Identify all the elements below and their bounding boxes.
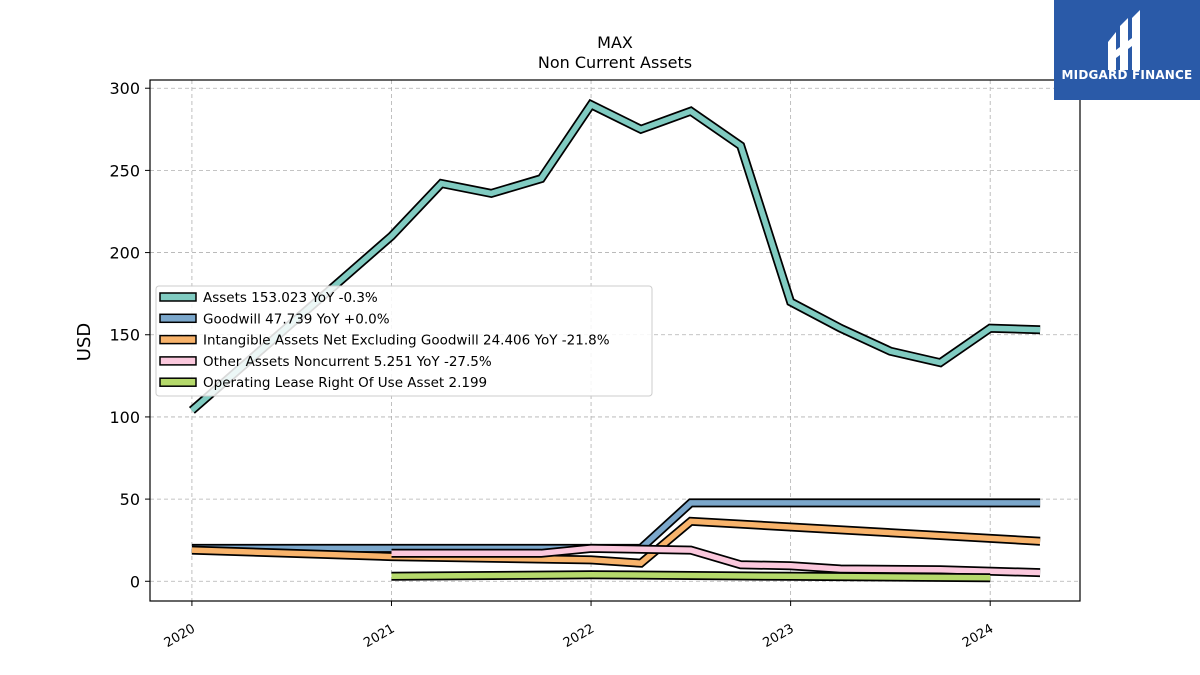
y-tick-label: 100 (109, 408, 140, 427)
series-line-outline (191, 498, 1041, 553)
chart-title: MAX (597, 33, 633, 52)
legend-label: Goodwill 47.739 YoY +0.0% (203, 311, 390, 327)
x-tick-label: 2022 (561, 621, 597, 651)
legend-label: Operating Lease Right Of Use Asset 2.199 (203, 375, 487, 391)
series-line (188, 98, 1041, 414)
legend-swatch (159, 377, 197, 387)
y-tick-label: 200 (109, 244, 140, 263)
y-tick-label: 300 (109, 79, 140, 98)
legend-swatch (159, 292, 197, 302)
legend-label: Assets 153.023 YoY -0.3% (203, 290, 378, 306)
y-tick-label: 250 (109, 161, 140, 180)
logo-mark-icon (1108, 10, 1140, 70)
series-layer (188, 98, 1041, 583)
series-line (191, 498, 1041, 553)
series-line (391, 570, 991, 583)
series-line-stroke (190, 101, 1041, 413)
legend-swatch (159, 356, 197, 366)
x-tick-label: 2024 (960, 621, 996, 651)
logo-text: MIDGARD FINANCE (1061, 68, 1193, 82)
chart-subtitle: Non Current Assets (538, 53, 692, 72)
series-line-stroke (391, 571, 991, 581)
series-line-stroke (191, 500, 1041, 552)
x-tick-label: 2020 (162, 621, 198, 651)
series-line (391, 543, 1041, 578)
y-axis-label: USD (74, 323, 95, 361)
legend-swatch (159, 334, 197, 345)
series-line-stroke (191, 518, 1041, 567)
legend-swatch (159, 313, 197, 324)
y-tick-label: 50 (120, 490, 140, 509)
y-tick-label: 150 (109, 326, 140, 345)
series-line (191, 516, 1041, 568)
legend-label: Other Assets Noncurrent 5.251 YoY -27.5% (203, 354, 492, 370)
x-tick-label: 2021 (361, 621, 397, 651)
legend-label: Intangible Assets Net Excluding Goodwill… (203, 333, 610, 349)
plot-frame (149, 79, 1081, 602)
legend: Assets 153.023 YoY -0.3% Goodwill 47.739 … (155, 285, 653, 397)
x-tick-label: 2023 (760, 621, 796, 651)
midgard-finance-logo: MIDGARD FINANCE (1054, 0, 1200, 100)
series-line-stroke (391, 545, 1041, 576)
ticks: 0 50 100 150 200 250 300 2020 2021 2022 2023 2024 (109, 79, 996, 651)
legend-box (155, 285, 653, 397)
y-tick-label: 0 (130, 572, 140, 591)
